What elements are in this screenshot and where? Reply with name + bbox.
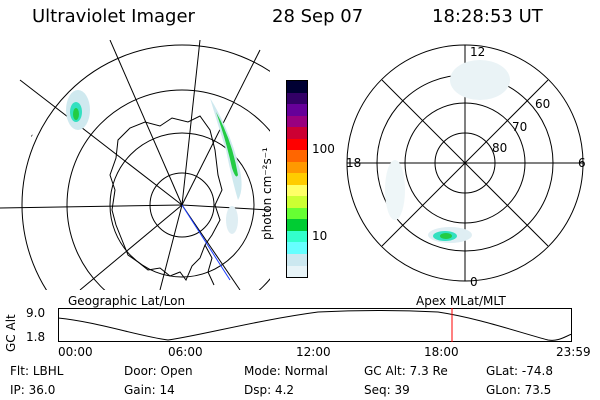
orbit-xtick-0: 00:00	[58, 345, 93, 359]
colorbar-segment	[287, 150, 307, 162]
info-dsp-key: Dsp:	[244, 383, 272, 397]
colorbar-segment	[287, 115, 307, 128]
time-label: 18:28:53 UT	[432, 6, 543, 27]
colorbar-segment	[287, 253, 307, 266]
mlt-label-6: 6	[578, 156, 586, 170]
aurora-emission	[66, 90, 242, 234]
orbit-ytick-max: 9.0	[26, 306, 46, 320]
instrument-title: Ultraviolet Imager	[32, 6, 195, 27]
colorbar-segment	[287, 242, 307, 254]
info-ip-key: IP:	[10, 383, 25, 397]
date-label: 28 Sep 07	[272, 6, 364, 27]
colorbar-tick-100: 100	[312, 142, 335, 156]
colorbar-segment	[287, 219, 307, 231]
info-dsp-value: 4.2	[274, 383, 295, 397]
info-glon-value: 73.5	[524, 383, 552, 397]
colorbar-segment	[287, 161, 307, 174]
mlt-label-0: 0	[470, 275, 478, 289]
info-seq-value: 39	[394, 383, 410, 397]
colorbar-segment	[287, 81, 307, 93]
orbit-xtick-4: 23:59	[556, 345, 591, 359]
latitude-circle-60	[66, 89, 270, 290]
orbit-altitude-plot	[58, 308, 572, 342]
info-door: Door: Open	[124, 364, 193, 378]
mlat-label-70: 70	[512, 120, 528, 134]
map-label: -	[27, 132, 36, 139]
info-mode: Mode: Normal	[244, 364, 328, 378]
colorbar-segment	[287, 207, 307, 220]
orbit-left-title: Geographic Lat/Lon	[68, 294, 186, 308]
info-ip-value: 36.0	[28, 383, 56, 397]
colorbar-segment	[287, 230, 307, 243]
antarctica-coastline	[109, 115, 223, 281]
orbit-xtick-3: 18:00	[424, 345, 459, 359]
orbit-ytick-min: 1.8	[26, 330, 46, 344]
mlat-label-80: 80	[492, 141, 508, 155]
info-dsp: Dsp: 4.2	[244, 383, 294, 397]
geographic-map: -	[0, 40, 270, 290]
info-flt: Flt: LBHL	[10, 364, 63, 378]
info-flt-value: LBHL	[32, 364, 64, 378]
latitude-circle-70	[109, 132, 255, 278]
mlat-label-60: 60	[535, 97, 551, 111]
orbit-xtick-2: 12:00	[296, 345, 331, 359]
colorbar-segment	[287, 196, 307, 208]
info-seq: Seq: 39	[364, 383, 410, 397]
latitude-circle-80	[149, 172, 215, 238]
aurora-oval	[385, 60, 510, 243]
info-seq-key: Seq:	[364, 383, 391, 397]
info-door-key: Door:	[124, 364, 157, 378]
info-glat-value: -74.8	[521, 364, 553, 378]
colorbar-segment	[287, 138, 307, 151]
color-scale-bar	[286, 80, 308, 278]
info-door-value: Open	[160, 364, 193, 378]
orbit-axis-label: GC Alt	[4, 314, 18, 352]
info-flt-key: Flt:	[10, 364, 29, 378]
colorbar-segment	[287, 127, 307, 139]
info-gcalt-value: 7.3 Re	[409, 364, 448, 378]
magnetic-polar-plot	[346, 44, 584, 282]
info-glon-key: GLon:	[486, 383, 521, 397]
colorbar-segment	[287, 173, 307, 185]
orbit-xtick-1: 06:00	[168, 345, 203, 359]
info-gain-value: 14	[159, 383, 175, 397]
orbit-right-title: Apex MLat/MLT	[416, 294, 506, 308]
colorbar-tick-10: 10	[312, 229, 328, 243]
info-glat-key: GLat:	[486, 364, 519, 378]
info-gcalt-key: GC Alt:	[364, 364, 406, 378]
colorbar-segment	[287, 184, 307, 197]
colorbar-segment	[287, 265, 307, 277]
colorbar-segment	[287, 92, 307, 105]
orbit-altitude-curve	[58, 310, 572, 341]
info-gain-key: Gain:	[124, 383, 156, 397]
info-gcalt: GC Alt: 7.3 Re	[364, 364, 448, 378]
info-glat: GLat: -74.8	[486, 364, 553, 378]
info-mode-value: Normal	[284, 364, 328, 378]
colorbar-unit-label: photon cm⁻²s⁻¹	[260, 147, 274, 240]
info-ip: IP: 36.0	[10, 383, 55, 397]
latitude-circle-50	[21, 44, 270, 290]
mlt-label-12: 12	[470, 45, 486, 59]
info-glon: GLon: 73.5	[486, 383, 551, 397]
colorbar-segment	[287, 104, 307, 116]
mlt-label-18: 18	[346, 156, 362, 170]
info-gain: Gain: 14	[124, 383, 175, 397]
info-mode-key: Mode:	[244, 364, 281, 378]
